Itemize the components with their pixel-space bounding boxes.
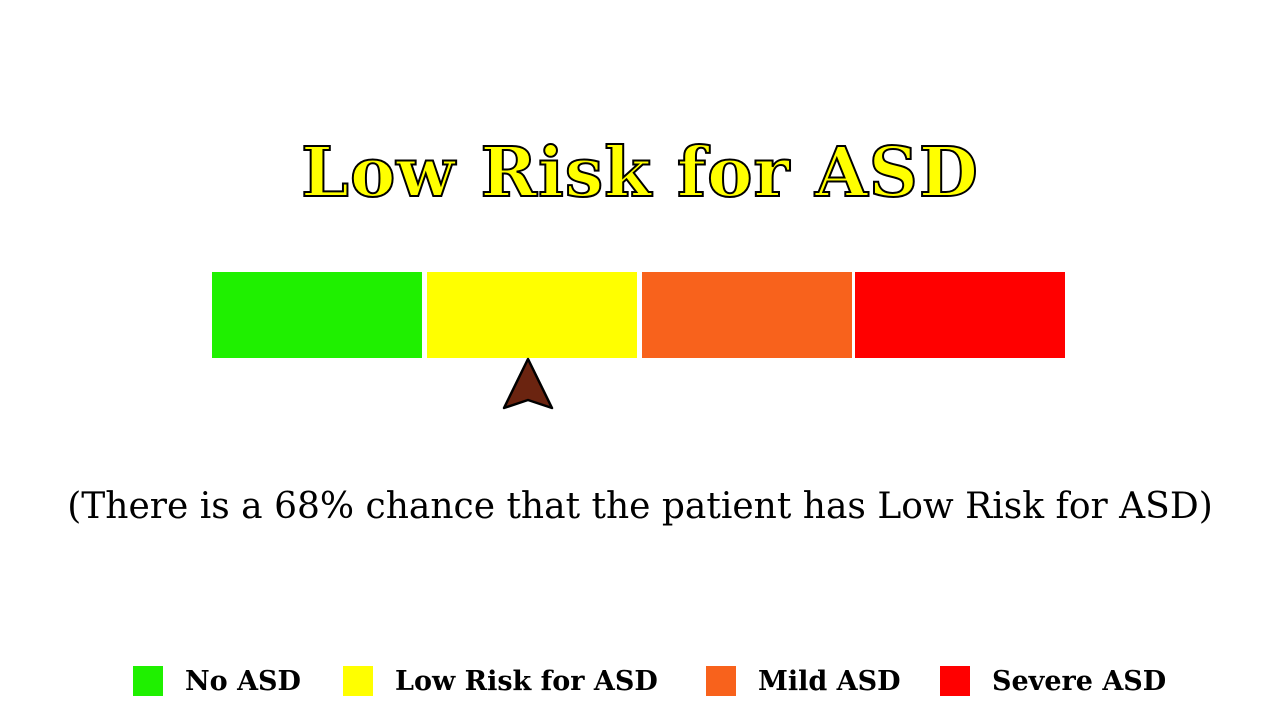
scale-segment-mild-asd — [642, 272, 852, 358]
legend-label: Low Risk for ASD — [395, 666, 658, 697]
legend-label: Mild ASD — [758, 666, 901, 697]
scale-segment-severe-asd — [855, 272, 1065, 358]
legend-swatch — [940, 666, 970, 696]
scale-segment-no-asd — [212, 272, 422, 358]
risk-scale-bar — [212, 272, 1065, 358]
probability-caption: (There is a 68% chance that the patient … — [67, 486, 1213, 527]
legend-label: Severe ASD — [992, 666, 1167, 697]
arrowhead-pointer-icon — [503, 357, 554, 410]
legend-swatch — [133, 666, 163, 696]
legend-label: No ASD — [185, 666, 301, 697]
legend: No ASD Low Risk for ASD Mild ASD Severe … — [0, 662, 1280, 702]
result-title: Low Risk for ASD — [300, 132, 979, 214]
scale-segment-low-risk — [427, 272, 637, 358]
legend-swatch — [706, 666, 736, 696]
legend-swatch — [343, 666, 373, 696]
